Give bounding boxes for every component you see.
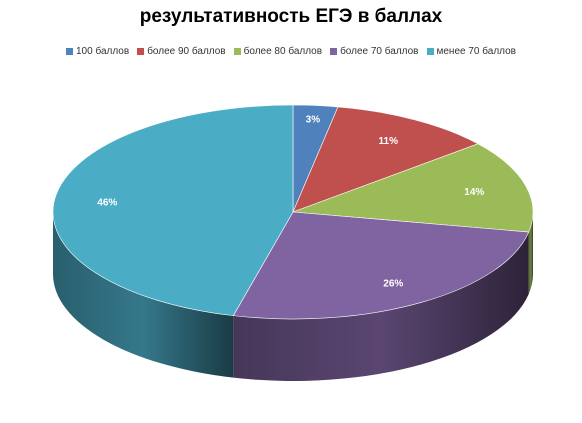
legend-swatch — [66, 48, 73, 55]
legend-swatch — [330, 48, 338, 55]
pie-side-walls — [53, 212, 533, 381]
pie-label-4: 46% — [97, 198, 117, 209]
pie-side-4 — [53, 212, 234, 378]
pie-slice-2 — [292, 143, 534, 233]
pie-label-1: 11% — [379, 136, 399, 147]
legend-item-90: более 90 баллов — [137, 46, 226, 57]
legend-swatch — [233, 48, 241, 55]
legend-item-less-70: менее 70 баллов — [426, 46, 516, 57]
pie-slice-1 — [292, 106, 479, 213]
legend-item-80: более 80 баллов — [233, 46, 323, 57]
legend-item-70: более 70 баллов — [330, 46, 419, 57]
legend-swatch — [137, 48, 145, 55]
legend-label: более 70 баллов — [340, 46, 419, 57]
chart-title: результативность ЕГЭ в баллах — [139, 6, 443, 27]
legend-label: более 80 баллов — [243, 46, 323, 57]
legend-label: более 90 баллов — [147, 46, 226, 57]
pie-slices — [52, 104, 534, 320]
pie-slice-3 — [232, 211, 530, 320]
legend-label: 100 баллов — [76, 46, 130, 57]
pie-label-2: 14% — [464, 187, 484, 198]
pie-side-3 — [233, 232, 529, 381]
pie-data-labels: 3% 11% 14% 26% 46% — [97, 114, 484, 289]
pie-label-3: 26% — [383, 278, 403, 289]
legend: 100 баллов более 90 баллов более 80 балл… — [0, 46, 582, 57]
pie-side-2 — [528, 212, 533, 295]
pie-label-0: 3% — [306, 114, 321, 125]
legend-item-100: 100 баллов — [66, 46, 129, 57]
legend-swatch — [426, 48, 434, 55]
pie-slice-4 — [52, 104, 294, 316]
legend-label: менее 70 баллов — [436, 46, 516, 57]
